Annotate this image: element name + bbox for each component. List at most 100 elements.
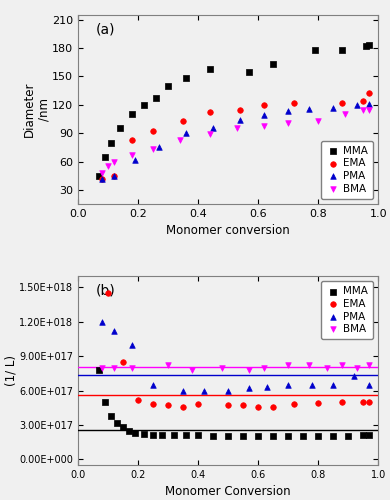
- MMA: [366, 42, 372, 50]
- PMA: [225, 386, 231, 394]
- PMA: [132, 156, 138, 164]
- PMA: [156, 144, 162, 152]
- EMA: [135, 396, 141, 404]
- PMA: [111, 327, 117, 335]
- MMA: [141, 430, 147, 438]
- MMA: [225, 432, 231, 440]
- EMA: [366, 398, 372, 406]
- PMA: [246, 384, 252, 392]
- MMA: [246, 68, 252, 76]
- MMA: [165, 82, 171, 90]
- MMA: [132, 429, 138, 437]
- EMA: [240, 402, 246, 409]
- MMA: [300, 432, 307, 440]
- MMA: [171, 431, 177, 439]
- MMA: [126, 426, 132, 434]
- BMA: [261, 364, 267, 372]
- EMA: [261, 101, 267, 109]
- MMA: [363, 42, 369, 50]
- BMA: [111, 158, 117, 166]
- PMA: [309, 381, 316, 389]
- EMA: [339, 99, 346, 107]
- MMA: [366, 431, 372, 439]
- EMA: [366, 88, 372, 96]
- EMA: [360, 97, 367, 105]
- MMA: [360, 431, 367, 439]
- MMA: [330, 432, 336, 440]
- PMA: [150, 381, 156, 389]
- MMA: [102, 398, 108, 406]
- BMA: [246, 366, 252, 374]
- Y-axis label: Particle Number
(1/ L): Particle Number (1/ L): [0, 323, 18, 418]
- BMA: [354, 364, 360, 372]
- MMA: [117, 124, 123, 132]
- EMA: [150, 128, 156, 136]
- Text: (a): (a): [96, 22, 115, 36]
- MMA: [114, 418, 120, 426]
- MMA: [96, 366, 102, 374]
- X-axis label: Monomer Conversion: Monomer Conversion: [165, 486, 291, 498]
- EMA: [255, 402, 261, 410]
- PMA: [330, 104, 336, 112]
- BMA: [177, 136, 183, 144]
- EMA: [165, 402, 171, 409]
- PMA: [237, 116, 243, 124]
- EMA: [195, 400, 201, 408]
- EMA: [270, 402, 277, 410]
- EMA: [105, 289, 111, 297]
- PMA: [99, 318, 105, 326]
- BMA: [165, 362, 171, 370]
- PMA: [366, 381, 372, 389]
- PMA: [129, 340, 135, 348]
- BMA: [129, 364, 135, 372]
- BMA: [150, 145, 156, 153]
- PMA: [183, 129, 189, 137]
- MMA: [96, 172, 102, 179]
- MMA: [240, 432, 246, 440]
- EMA: [180, 402, 186, 410]
- EMA: [120, 358, 126, 366]
- PMA: [366, 100, 372, 108]
- BMA: [306, 362, 312, 370]
- PMA: [285, 108, 291, 116]
- MMA: [195, 431, 201, 439]
- Legend: MMA, EMA, PMA, BMA: MMA, EMA, PMA, BMA: [321, 281, 373, 340]
- MMA: [255, 432, 261, 440]
- EMA: [291, 99, 297, 107]
- MMA: [315, 432, 321, 440]
- BMA: [105, 162, 111, 170]
- MMA: [207, 65, 213, 73]
- PMA: [210, 124, 216, 132]
- BMA: [219, 364, 225, 372]
- EMA: [111, 172, 117, 179]
- MMA: [183, 74, 189, 82]
- EMA: [99, 174, 105, 182]
- BMA: [111, 364, 117, 372]
- MMA: [153, 94, 159, 102]
- MMA: [183, 431, 189, 439]
- BMA: [189, 366, 195, 374]
- BMA: [366, 106, 372, 114]
- PMA: [285, 381, 291, 389]
- MMA: [141, 101, 147, 109]
- PMA: [306, 104, 312, 112]
- PMA: [99, 174, 105, 182]
- MMA: [339, 46, 346, 54]
- EMA: [129, 136, 135, 144]
- Legend: MMA, EMA, PMA, BMA: MMA, EMA, PMA, BMA: [321, 140, 373, 199]
- MMA: [108, 138, 114, 146]
- EMA: [225, 402, 231, 409]
- BMA: [342, 110, 348, 118]
- MMA: [159, 431, 165, 439]
- BMA: [324, 364, 330, 372]
- PMA: [354, 101, 360, 109]
- BMA: [285, 119, 291, 127]
- BMA: [360, 106, 367, 114]
- MMA: [120, 423, 126, 431]
- PMA: [351, 372, 357, 380]
- PMA: [201, 386, 207, 394]
- MMA: [150, 430, 156, 438]
- EMA: [180, 117, 186, 125]
- BMA: [315, 117, 321, 125]
- Y-axis label: Diameter
/nm: Diameter /nm: [23, 82, 51, 138]
